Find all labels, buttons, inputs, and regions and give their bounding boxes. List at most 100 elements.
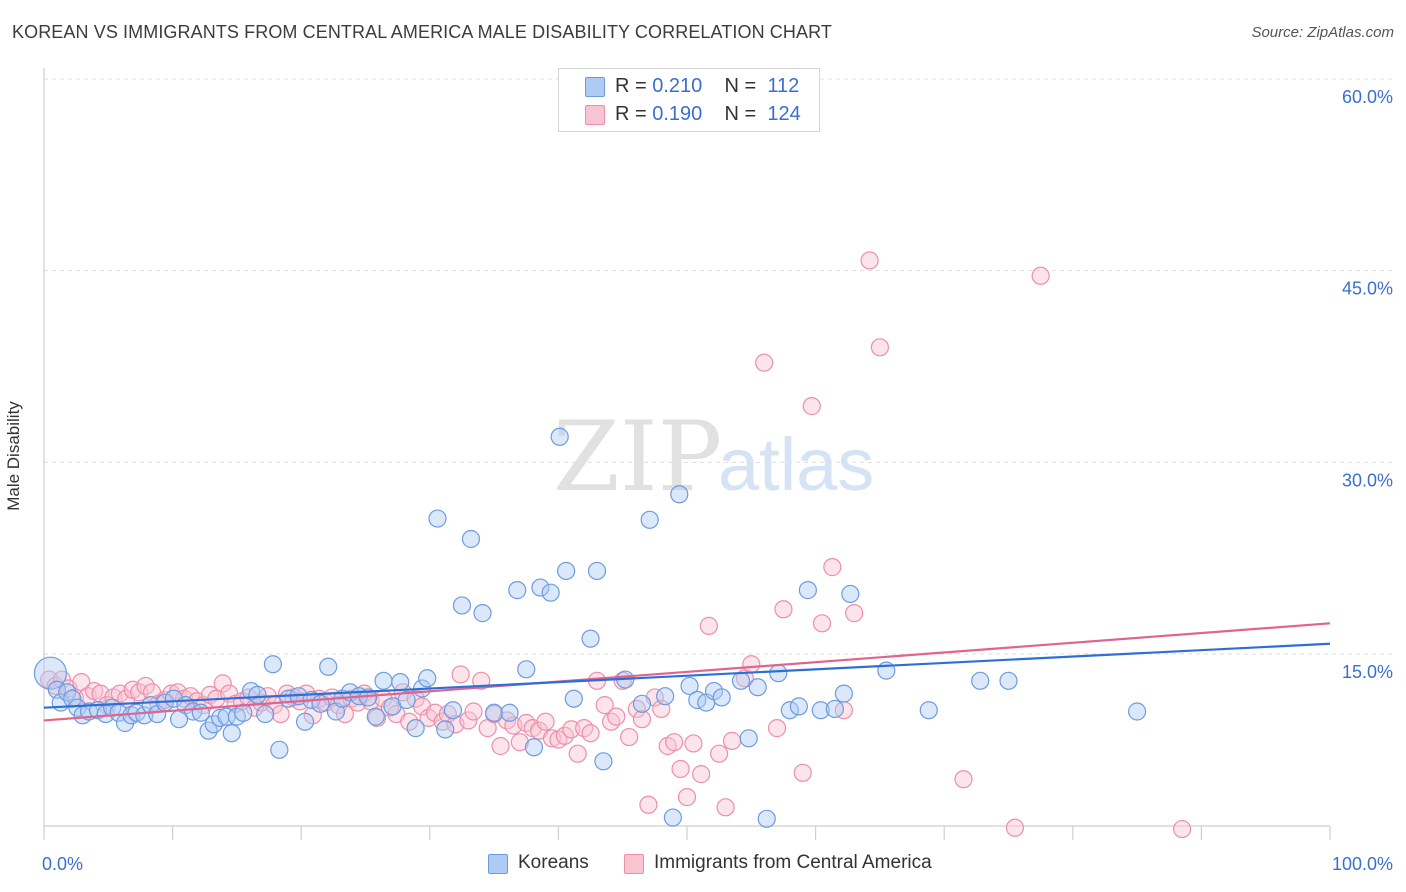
korean-point — [485, 703, 504, 722]
korean-point — [263, 655, 283, 674]
central-america-point — [464, 702, 483, 721]
central-america-point — [742, 655, 761, 674]
central-america-point — [1005, 818, 1025, 837]
bottom-legend-swatch-koreans — [488, 854, 508, 874]
korean-point — [524, 738, 544, 757]
korean-point — [769, 664, 788, 683]
korean-point — [780, 701, 799, 720]
korean-point — [508, 581, 527, 600]
central-america-point — [607, 707, 626, 726]
korean-point — [428, 509, 447, 528]
central-america-point — [677, 788, 697, 807]
central-america-point — [568, 744, 587, 763]
watermark-zip: ZIP — [553, 401, 722, 513]
central-america-point — [213, 674, 232, 693]
chart-source: Source: ZipAtlas.com — [1251, 24, 1394, 41]
legend-n-label: N = — [724, 75, 762, 97]
korean-point — [919, 701, 938, 720]
central-america-point — [755, 353, 774, 372]
korean-point — [141, 696, 160, 715]
korean-point — [825, 699, 844, 719]
central-america-point — [671, 759, 690, 779]
korean-point — [500, 703, 519, 722]
central-america-point — [845, 604, 864, 623]
central-america-point — [870, 338, 890, 357]
korean-point — [632, 694, 652, 713]
legend-swatch-koreans — [585, 77, 605, 97]
korean-point — [656, 687, 675, 706]
central-america-point — [722, 731, 742, 750]
korean-points — [33, 427, 1147, 828]
correlation-legend: R = 0.210 N = 112 R = 0.190 N = 124 — [558, 68, 820, 132]
korean-point — [564, 689, 583, 708]
korean-point — [731, 671, 751, 690]
central-america-point — [620, 727, 639, 747]
legend-r-label: R = — [615, 75, 653, 97]
central-america-point — [860, 251, 879, 270]
korean-point — [531, 578, 550, 597]
central-america-point — [639, 795, 658, 814]
korean-point — [461, 529, 481, 549]
korean-point — [581, 629, 600, 648]
korean-point — [473, 604, 492, 623]
bottom-legend-swatch-central-america — [624, 854, 644, 874]
korean-point — [164, 689, 183, 708]
central-america-point — [774, 600, 793, 619]
tick-labels: 15.0% 30.0% 45.0% 60.0% 0.0% 100.0% — [42, 87, 1393, 874]
central-america-point — [823, 558, 842, 577]
legend-text-koreans: R = 0.210 N = 112 — [615, 75, 799, 98]
korean-trend-line — [43, 642, 1331, 709]
korean-point — [418, 669, 437, 688]
korean-point — [222, 724, 241, 743]
korean-point — [798, 581, 817, 600]
legend-text-central-america: R = 0.190 N = 124 — [615, 103, 801, 126]
korean-point — [640, 510, 659, 529]
legend-r-value: 0.210 — [652, 75, 703, 97]
legend-n-value: 112 — [767, 75, 800, 97]
central-america-point — [451, 665, 470, 684]
central-america-point — [581, 724, 600, 743]
y-tick-label: 60.0% — [1342, 87, 1393, 107]
central-america-point — [1173, 819, 1192, 839]
x-tick-label: 100.0% — [1332, 854, 1393, 874]
central-america-point — [802, 397, 821, 416]
central-america-point — [1031, 266, 1050, 285]
legend-r-label: R = — [615, 103, 653, 125]
central-america-point — [793, 763, 812, 782]
korean-point — [789, 697, 808, 716]
korean-point — [811, 701, 830, 720]
korean-point — [663, 808, 682, 827]
korean-point — [406, 719, 425, 738]
central-america-point — [812, 614, 832, 633]
central-america-point — [536, 712, 555, 731]
central-america-point — [716, 798, 735, 817]
legend-n-value: 124 — [767, 103, 801, 125]
central-america-point — [367, 708, 387, 727]
korean-point — [557, 561, 576, 581]
korean-point — [256, 704, 275, 724]
trend-lines — [43, 622, 1331, 722]
korean-point — [436, 720, 455, 739]
gridlines — [44, 78, 1392, 655]
y-tick-label: 45.0% — [1342, 279, 1393, 299]
central-america-point — [459, 711, 478, 730]
central-america-point — [491, 736, 510, 756]
korean-point — [517, 660, 536, 679]
korean-point — [670, 485, 689, 504]
central-america-trend-line — [43, 622, 1331, 722]
korean-point — [999, 671, 1018, 690]
korean-point — [311, 694, 330, 713]
korean-point — [135, 706, 154, 725]
central-america-point — [665, 733, 684, 752]
korean-point — [757, 809, 776, 828]
central-america-point — [692, 765, 711, 784]
central-america-point — [767, 719, 787, 738]
central-america-point — [710, 744, 729, 763]
korean-point — [295, 712, 315, 731]
bottom-legend-label-central-america: Immigrants from Central America — [654, 852, 932, 873]
korean-point — [712, 688, 731, 707]
central-america-point — [627, 699, 646, 719]
x-tick-label: 0.0% — [42, 854, 83, 874]
central-america-points — [40, 251, 1192, 839]
